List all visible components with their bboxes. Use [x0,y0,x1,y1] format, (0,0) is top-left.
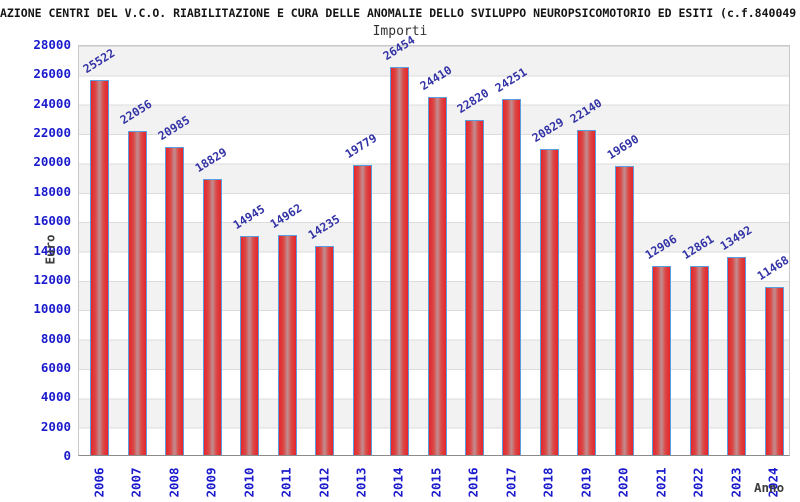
bar [614,166,634,455]
y-tick-label: 0 [63,448,71,463]
bar [427,96,447,455]
y-axis-title: Euro [33,232,67,266]
y-tick-label: 6000 [40,359,71,375]
y-tick-label: 24000 [33,95,71,111]
chart-subtitle: Importi [372,24,428,39]
bar-value-label: 12906 [642,231,680,262]
bar [202,178,222,455]
bar-value-label: 24251 [492,64,530,95]
x-tick-label: 2014 [390,466,406,498]
x-tick-label: 2008 [166,466,182,498]
y-axis-title-text: Euro [42,233,58,265]
y-tick-label: 16000 [33,213,71,229]
bar-value-label: 22140 [567,95,605,126]
y-tick-label: 20000 [33,154,71,170]
x-tick-label: 2015 [428,466,444,498]
bar [352,164,372,455]
bar [127,131,147,455]
x-tick-label: 2007 [128,466,144,498]
bar [577,130,597,455]
bar-value-label: 14962 [267,201,305,232]
plot-area: 25522 22056 20985 18829 14945 14962 14235 19779… [78,32,792,456]
x-axis-title: Anno [754,480,785,495]
bar [727,257,747,455]
x-tick-label: 2011 [278,466,294,498]
bar-value-label: 19779 [342,130,380,161]
x-tick-label: 2013 [353,466,369,498]
bar-value-label: 22056 [117,96,155,128]
bar [390,66,410,455]
y-tick-label: 8000 [40,330,71,346]
x-tick-label: 2016 [465,466,481,498]
bar-value-label: 20829 [529,115,567,146]
y-tick-label: 2000 [40,418,71,434]
x-tick-label: 2023 [728,466,744,498]
y-tick-label: 22000 [33,125,71,141]
bar-value-label: 14945 [230,201,267,232]
bar [502,99,522,455]
x-tick-label: 2012 [316,466,332,498]
bar-value-label: 11468 [754,252,792,283]
x-tick-label: 2009 [203,466,219,498]
bar-value-label: 18829 [192,144,230,175]
bar-value-label: 24410 [417,62,455,93]
bar-value-label: 22820 [455,85,492,116]
bar [652,265,672,455]
bar [240,235,260,455]
y-tick-label: 4000 [40,389,71,405]
bar [539,149,559,455]
bar-value-label: 13492 [717,222,755,253]
bar [764,286,784,455]
x-tick-label: 2010 [241,466,257,498]
bar-value-label: 12861 [679,231,717,263]
bar-value-label: 20985 [155,112,193,143]
y-tick-label: 26000 [33,66,71,82]
bar [464,120,484,455]
y-tick-label: 10000 [33,301,71,317]
x-tick-label: 2021 [653,466,669,498]
x-tick-label: 2018 [540,466,556,498]
bar-value-label: 14235 [305,211,342,243]
bar [689,266,709,455]
bar [277,235,297,455]
x-tick-label: 2017 [503,466,519,498]
x-tick-label: 2006 [91,466,107,498]
x-tick-label: 2022 [690,466,706,498]
y-tick-label: 14000 [33,242,71,258]
x-tick-label: 2019 [578,466,594,498]
y-tick-label: 12000 [33,271,71,287]
bar [165,147,185,455]
x-tick-label: 2020 [615,466,631,498]
y-tick-label: 18000 [33,183,71,199]
bar-value-label: 19690 [604,131,642,162]
y-tick-label: 28000 [33,37,71,52]
chart-title: AZIONE CENTRI DEL V.C.O. RIABILITAZIONE … [0,6,797,20]
bar [90,80,110,455]
bar [315,246,335,455]
bar-value-label: 25522 [80,46,118,77]
